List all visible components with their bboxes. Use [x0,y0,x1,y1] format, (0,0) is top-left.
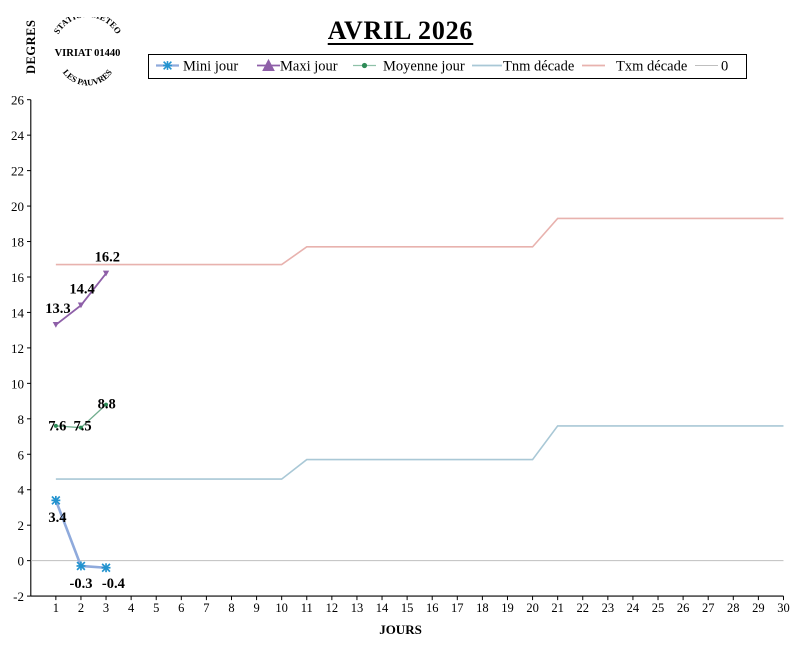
svg-text:4: 4 [18,483,25,498]
svg-text:0: 0 [18,554,25,569]
svg-text:11: 11 [301,601,313,615]
svg-text:24: 24 [627,601,640,615]
svg-text:25: 25 [652,601,665,615]
svg-text:1: 1 [53,601,59,615]
svg-text:30: 30 [777,601,790,615]
svg-text:19: 19 [501,601,514,615]
svg-text:10: 10 [11,376,24,391]
svg-text:7.6: 7.6 [48,419,66,435]
svg-text:2: 2 [18,518,25,533]
svg-text:12: 12 [11,341,24,356]
svg-text:14: 14 [11,305,25,320]
svg-text:8: 8 [18,412,25,427]
svg-text:8.8: 8.8 [98,397,116,413]
svg-text:-0.4: -0.4 [102,576,125,592]
svg-text:14: 14 [376,601,389,615]
svg-text:20: 20 [526,601,539,615]
svg-text:9: 9 [253,601,259,615]
svg-text:16: 16 [426,601,439,615]
svg-text:18: 18 [476,601,489,615]
svg-text:4: 4 [128,601,135,615]
svg-text:26: 26 [677,601,690,615]
svg-text:5: 5 [153,601,159,615]
svg-text:6: 6 [178,601,184,615]
svg-text:17: 17 [451,601,464,615]
svg-text:13.3: 13.3 [45,301,70,317]
svg-text:27: 27 [702,601,715,615]
svg-text:10: 10 [275,601,288,615]
svg-text:28: 28 [727,601,740,615]
svg-text:-0.3: -0.3 [70,576,93,592]
svg-text:-2: -2 [13,589,24,604]
svg-text:15: 15 [401,601,414,615]
svg-text:7.5: 7.5 [74,419,92,435]
svg-text:23: 23 [602,601,615,615]
svg-text:16.2: 16.2 [95,249,120,265]
svg-text:20: 20 [11,199,24,214]
svg-text:7: 7 [203,601,209,615]
svg-text:24: 24 [11,128,25,143]
svg-text:8: 8 [228,601,234,615]
svg-text:6: 6 [18,447,25,462]
svg-text:16: 16 [11,270,25,285]
svg-text:3: 3 [103,601,109,615]
svg-text:18: 18 [11,235,24,250]
svg-text:22: 22 [577,601,590,615]
svg-text:22: 22 [11,164,24,179]
svg-text:26: 26 [11,93,25,108]
svg-text:3.4: 3.4 [48,510,66,526]
svg-text:29: 29 [752,601,765,615]
svg-text:12: 12 [326,601,339,615]
svg-text:14.4: 14.4 [69,281,94,297]
svg-text:13: 13 [351,601,364,615]
svg-text:21: 21 [551,601,564,615]
svg-text:2: 2 [78,601,84,615]
